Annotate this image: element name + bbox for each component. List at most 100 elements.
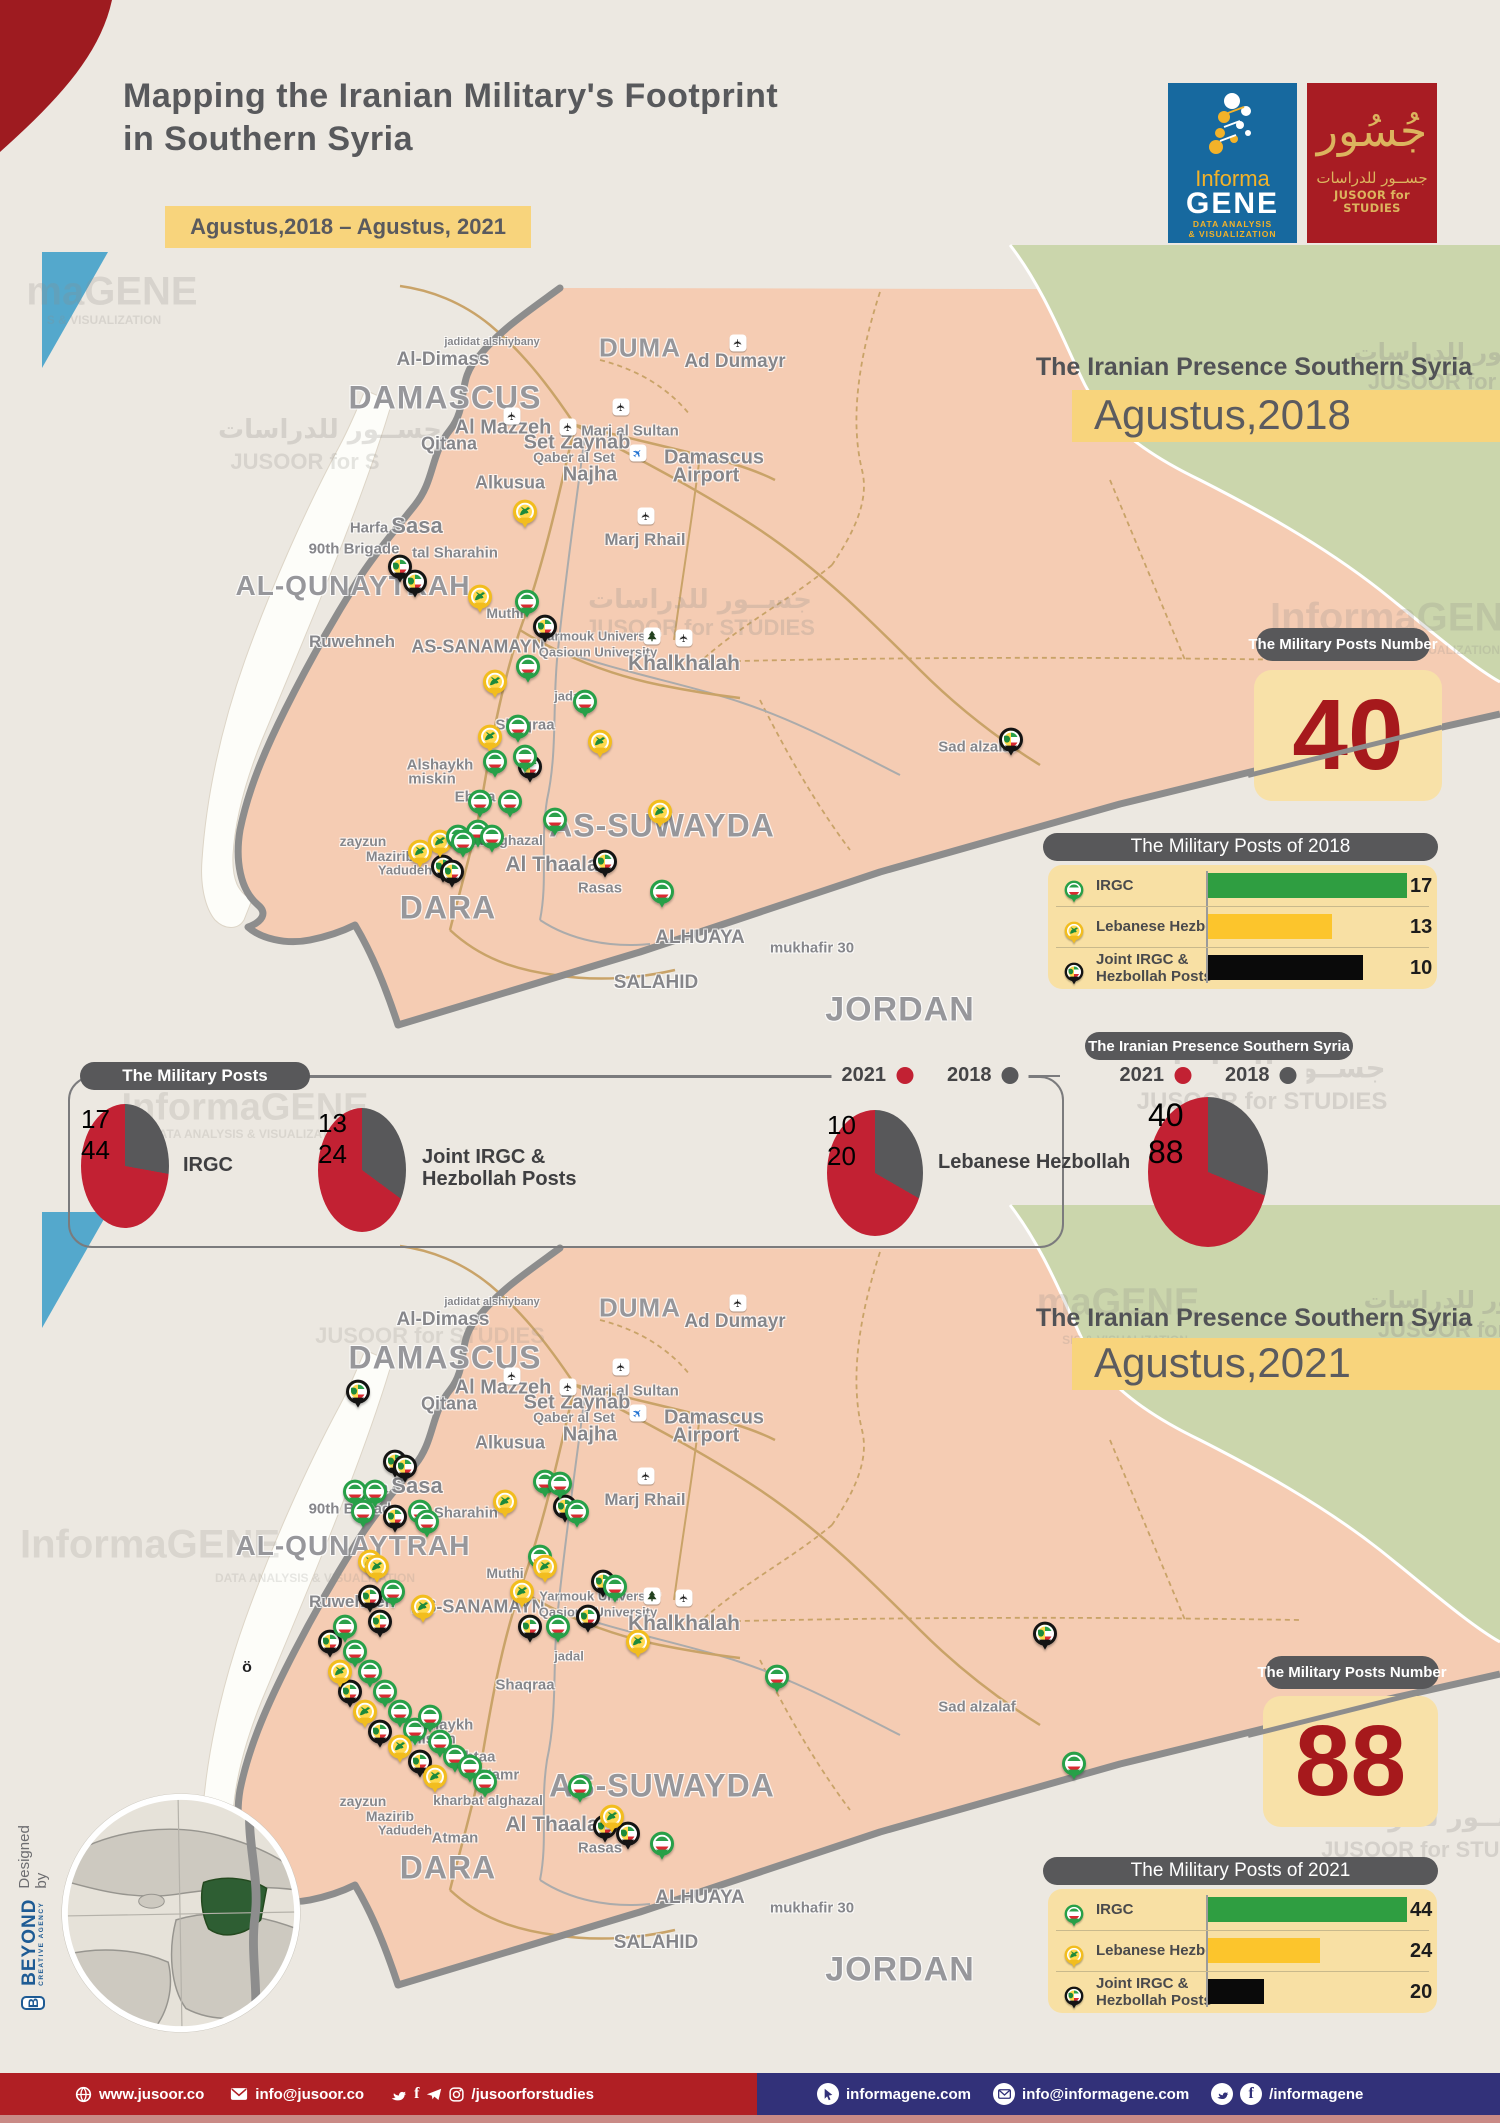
- hez-pin-icon: [328, 1659, 352, 1684]
- hez-pin-icon: [411, 1594, 435, 1619]
- map-place-label: Najha: [562, 1423, 618, 1446]
- military-posts-pill: The Military Posts: [80, 1062, 310, 1090]
- joint-pin-icon: [1064, 962, 1084, 982]
- irgc-pin-icon: [603, 1574, 627, 1599]
- military-post-pin-hez: [387, 1734, 413, 1772]
- fighter-jet-icon: ✈: [612, 1358, 630, 1376]
- informagene-social-link[interactable]: /informagene: [1269, 2085, 1364, 2103]
- irgc-pin-icon: [546, 1614, 570, 1639]
- dna-icon: [1209, 93, 1251, 154]
- pie-2021-value: 88: [1148, 1134, 1184, 1170]
- legend-2018-label: 2018: [947, 1064, 992, 1086]
- map-place-label: DUMA: [599, 1292, 681, 1323]
- hez-pin-icon: [648, 799, 672, 824]
- map-place-label: Marj al Sultan: [581, 1382, 679, 1400]
- bar-joint: [1208, 955, 1363, 980]
- bar-irgc: [1208, 1897, 1407, 1922]
- bar-row-label: Lebanese Hezbollah: [1096, 1942, 1241, 1959]
- informagene-email-link[interactable]: info@informagene.com: [1022, 2085, 1190, 2103]
- irgc-pin-icon: [415, 1509, 439, 1534]
- map-place-label: Khalkhalah: [627, 1612, 741, 1635]
- pie-irgc: 17 44: [81, 1104, 169, 1228]
- military-post-pin-hez: [352, 1699, 378, 1737]
- military-post-pin-irgc: [472, 1769, 498, 1807]
- twitter-circle-icon: [1211, 2083, 1234, 2105]
- fighter-jet-icon: ✈: [675, 1589, 693, 1607]
- map-place-label: Ad Dumayr: [684, 351, 786, 372]
- military-post-pin-hez: [509, 1579, 535, 1617]
- period-band-2021: Agustus,2021: [1072, 1338, 1500, 1390]
- hez-pin-icon: [626, 1629, 650, 1654]
- map-place-label: Al-Dimass: [396, 1309, 490, 1330]
- military-post-pin-hez: [422, 1764, 448, 1802]
- bar-hez: [1208, 914, 1332, 939]
- fighter-jet-icon: ✈: [503, 1367, 521, 1385]
- map-place-label: Ruwehneh: [309, 632, 395, 651]
- map-place-label: Al-Dimass: [396, 349, 490, 370]
- map-place-label: Set Zaynab: [523, 1391, 631, 1414]
- bar-row-hez: Lebanese Hezbollah 13: [1048, 906, 1437, 947]
- military-post-pin-irgc: [649, 879, 675, 917]
- irgc-pin-icon: [513, 744, 537, 769]
- airport-icon: ✈: [629, 444, 647, 462]
- military-post-pin-hez: [467, 584, 493, 622]
- map-place-label: Al Thaala: [505, 1813, 599, 1836]
- envelope-icon: [230, 2087, 248, 2101]
- military-post-pin-joint: [592, 849, 618, 887]
- map-place-label: Mazirib: [365, 1808, 415, 1824]
- map-place-label: Mazirib: [365, 848, 415, 864]
- military-post-pin-irgc: [497, 789, 523, 827]
- jusoor-social-link[interactable]: /jusoorforstudies: [471, 2085, 594, 2103]
- pie-2021-value: 44: [81, 1135, 110, 1165]
- pie-iranian-presence: 40 88: [1148, 1097, 1268, 1247]
- jusoor-website-link[interactable]: www.jusoor.co: [99, 2085, 205, 2103]
- jusoor-email-link[interactable]: info@jusoor.co: [255, 2085, 365, 2103]
- presence-header-2018: The Iranian Presence Southern Syria: [1035, 353, 1473, 381]
- map-place-label: Ad Dumayr: [684, 1311, 786, 1332]
- title-line1: Mapping the Iranian Military's Footprint: [123, 77, 779, 115]
- tree-icon: [643, 1587, 661, 1605]
- military-post-pin-irgc: [567, 1774, 593, 1812]
- bar-row-label: Lebanese Hezbollah: [1096, 918, 1241, 935]
- map-place-label: Al Mazzeh: [454, 1376, 552, 1399]
- military-post-pin-hez: [477, 724, 503, 762]
- pie-2018-value: 10: [827, 1110, 856, 1140]
- posts-number-pill-2021: The Military Posts Number: [1257, 1656, 1447, 1689]
- map-2021: jadidat alshiybany Al-Dimass DAMASCUS DUMA A…: [0, 1190, 1500, 2020]
- bars-panel-2018: IRGC 17 Lebanese Hezbollah 13 Joint IRGC & He…: [1048, 865, 1437, 989]
- irgc-pin-icon: [565, 1499, 589, 1524]
- map-place-label: jadal: [554, 1648, 584, 1664]
- irgc-pin-icon: [483, 749, 507, 774]
- hez-pin-icon: [408, 839, 432, 864]
- map-place-label: Sad alzalaf: [938, 1698, 1016, 1716]
- map-place-label: zayzun: [339, 1793, 387, 1809]
- footer-jusoor: www.jusoor.co info@jusoor.co f /jusoorfo…: [0, 2073, 757, 2115]
- military-post-pin-hez: [599, 1804, 625, 1842]
- military-post-pin-irgc: [450, 829, 476, 867]
- legend-2021-2018: 2021 2018: [1109, 1064, 1307, 1087]
- military-post-pin-irgc: [332, 1614, 358, 1652]
- instagram-icon: [449, 2086, 465, 2102]
- military-post-pin-irgc: [602, 1574, 628, 1612]
- fighter-jet-icon: ✈: [559, 418, 577, 436]
- red-corner-decoration: [0, 0, 112, 152]
- informagene-logo: Informa GENE DATA ANALYSIS & VISUALIZATI…: [1168, 83, 1297, 243]
- military-post-pin-joint: [345, 1379, 371, 1417]
- twitter-icon: [390, 2087, 407, 2102]
- map-place-label: Marj Rhail: [604, 1490, 686, 1509]
- informagene-website-link[interactable]: informagene.com: [846, 2085, 972, 2103]
- military-post-pin-irgc: [764, 1664, 790, 1702]
- hez-pin-icon: [588, 729, 612, 754]
- hez-pin-icon: [513, 499, 537, 524]
- map-place-label: Airport: [672, 1424, 740, 1447]
- bar-row-joint: Joint IRGC & Hezbollah Posts 10: [1048, 947, 1437, 988]
- irgc-pin-icon: [1064, 880, 1084, 900]
- map-place-label: Qitana: [420, 433, 478, 454]
- informagene-website-item: informagene.com: [817, 2083, 971, 2105]
- informagene-wordmark-2: GENE: [1185, 187, 1280, 220]
- footer-informagene: informagene.com info@informagene.com f /…: [757, 2073, 1500, 2115]
- posts-number-pill-2018: The Military Posts Number: [1248, 628, 1438, 661]
- map-place-label: jadidat alshiybany: [444, 1296, 540, 1308]
- beyond-tagline: CREATIVE AGENCY: [37, 1901, 45, 1986]
- presence-pill: The Iranian Presence Southern Syria: [1085, 1032, 1353, 1060]
